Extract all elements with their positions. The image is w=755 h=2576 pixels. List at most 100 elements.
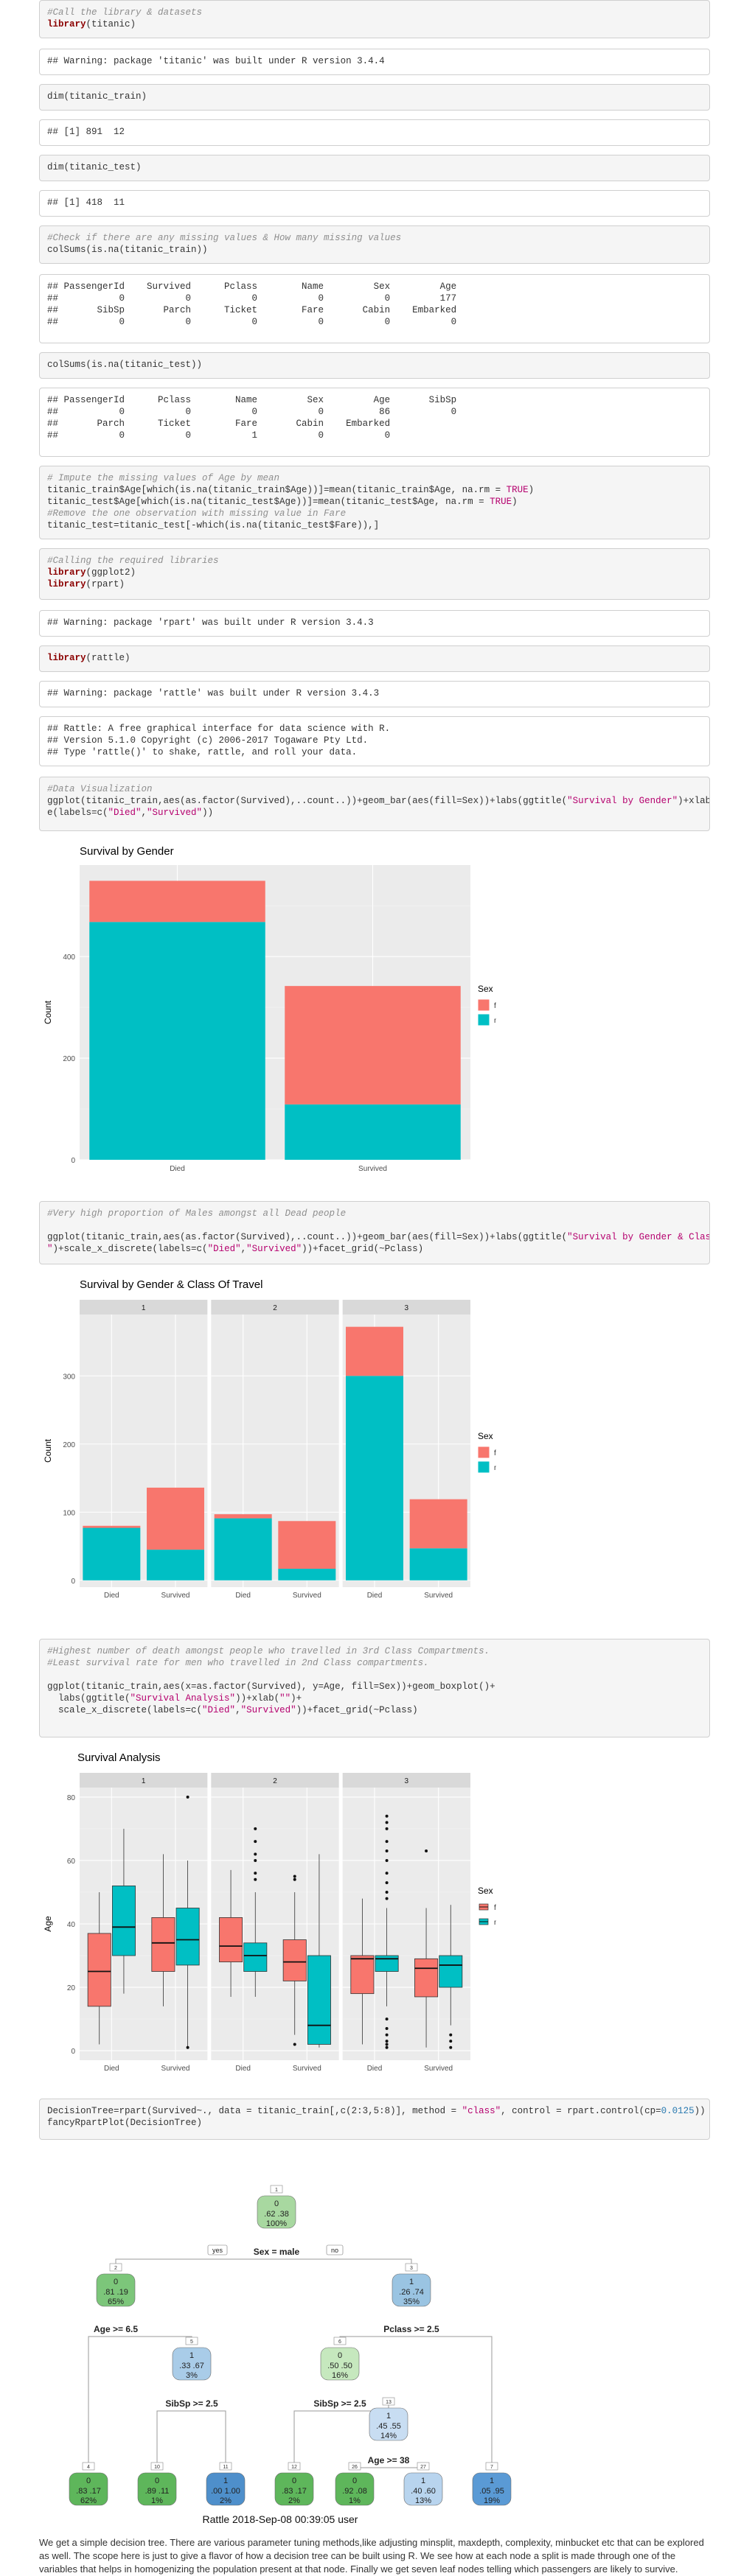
code-token: , bbox=[141, 808, 147, 818]
code-token: fancyRpartPlot(DecisionTree) bbox=[47, 2118, 203, 2128]
code-token: ## PassengerId Pclass Name Sex Age SibSp bbox=[47, 395, 457, 405]
code-token: # Impute the missing values of Age by me… bbox=[47, 473, 280, 483]
code-line: ## 0 0 0 0 0 0 bbox=[47, 316, 702, 328]
node-number-box bbox=[382, 2397, 395, 2406]
x-tick-label: Died bbox=[367, 2065, 383, 2073]
output-cell: ## [1] 891 12 bbox=[39, 119, 710, 146]
box-outlier bbox=[254, 1877, 257, 1881]
yes-badge bbox=[207, 2244, 228, 2255]
x-tick-label: Survived bbox=[293, 1592, 321, 1600]
code-token: "Survival by Gender & Class Of Travel" bbox=[567, 1232, 709, 1242]
code-token: library bbox=[47, 579, 86, 589]
code-token: ) bbox=[512, 497, 518, 507]
code-line: fancyRpartPlot(DecisionTree) bbox=[47, 2117, 702, 2129]
output-cell: ## PassengerId Survived Pclass Name Sex … bbox=[39, 274, 710, 343]
node-class: 0 bbox=[155, 2477, 159, 2485]
box-male bbox=[307, 1955, 331, 2045]
box-male bbox=[439, 1955, 463, 1988]
node-percent: 62% bbox=[80, 2496, 97, 2505]
node-number: 7 bbox=[490, 2465, 493, 2470]
y-tick-label: 20 bbox=[67, 1984, 76, 1992]
code-line: ## Parch Ticket Fare Cabin Embarked bbox=[47, 418, 702, 430]
box-outlier bbox=[385, 1821, 389, 1824]
code-cell: #Highest number of death amongst people … bbox=[39, 1639, 710, 1737]
tree-edge bbox=[411, 2336, 493, 2470]
bar-female-1-Survived bbox=[147, 1487, 204, 1550]
y-axis-label: Count bbox=[43, 1000, 53, 1024]
y-tick-label: 200 bbox=[63, 1055, 75, 1063]
bar-male-2-Survived bbox=[278, 1569, 336, 1581]
bar-female-2-Died bbox=[214, 1514, 272, 1519]
tree-node bbox=[392, 2273, 431, 2307]
bar-female-Died bbox=[89, 881, 265, 923]
legend-label-male: male bbox=[494, 1464, 496, 1472]
code-token: (titanic) bbox=[86, 19, 136, 29]
tree-edge bbox=[88, 2336, 116, 2470]
node-percent: 3% bbox=[186, 2371, 198, 2380]
code-line: ## Warning: package 'titanic' was built … bbox=[47, 55, 702, 67]
box-outlier bbox=[449, 2040, 453, 2043]
box-outlier bbox=[385, 2043, 389, 2046]
code-token: )+xlab( bbox=[678, 796, 709, 806]
code-token: ## 0 0 0 0 86 0 bbox=[47, 407, 457, 417]
node-class: 0 bbox=[274, 2199, 279, 2208]
code-token: "class" bbox=[462, 2106, 501, 2116]
code-line: ggplot(titanic_train,aes(as.factor(Survi… bbox=[47, 1231, 709, 1243]
node-number: 3 bbox=[410, 2266, 413, 2271]
code-token: titanic_test$Age[which(is.na(titanic_tes… bbox=[47, 497, 490, 507]
code-line: #Call the library & datasets bbox=[47, 7, 702, 18]
box-outlier bbox=[254, 1840, 257, 1844]
bar-female-1-Died bbox=[83, 1525, 141, 1528]
x-tick-label: Survived bbox=[358, 1165, 387, 1173]
split-label: Pclass >= 2.5 bbox=[383, 2324, 439, 2334]
node-number: 4 bbox=[87, 2465, 90, 2470]
code-line: ## 0 0 1 0 0 bbox=[47, 430, 702, 441]
code-token: ## Warning: package 'titanic' was built … bbox=[47, 56, 385, 66]
code-line: ## 0 0 0 0 86 0 bbox=[47, 406, 702, 418]
node-number-box bbox=[333, 2337, 347, 2345]
tree-node bbox=[320, 2347, 360, 2381]
code-token: #Very high proportion of Males amongst a… bbox=[47, 1208, 347, 1219]
node-probs: .89 .11 bbox=[145, 2487, 170, 2496]
code-token: "Died" bbox=[207, 1244, 241, 1254]
chart-title: Survival Analysis bbox=[77, 1751, 161, 1764]
box-outlier bbox=[254, 1852, 257, 1856]
box-female bbox=[282, 1939, 307, 1981]
code-token: ## Version 5.1.0 Copyright (c) 2006-2017… bbox=[47, 735, 369, 746]
box-outlier bbox=[293, 2043, 296, 2046]
code-cell: #Check if there are any missing values &… bbox=[39, 225, 710, 264]
tree-edge bbox=[116, 2336, 192, 2345]
code-line: ## [1] 418 11 bbox=[47, 197, 702, 209]
code-token: ## [1] 891 12 bbox=[47, 127, 125, 137]
code-token: #Remove the one observation with missing… bbox=[47, 508, 347, 519]
box-male bbox=[111, 1885, 136, 1956]
y-axis-label: Age bbox=[43, 1916, 53, 1932]
code-line: library(rpart) bbox=[47, 578, 702, 590]
x-tick-label: Died bbox=[104, 1592, 119, 1600]
code-line: library(titanic) bbox=[47, 18, 702, 30]
code-token: colSums(is.na(titanic_test)) bbox=[47, 360, 203, 370]
code-token: )+ bbox=[290, 1693, 302, 1704]
legend-swatch-female bbox=[477, 1446, 490, 1459]
code-line: ## PassengerId Survived Pclass Name Sex … bbox=[47, 281, 702, 293]
node-percent: 35% bbox=[403, 2297, 420, 2306]
node-probs: .45 .55 bbox=[376, 2422, 401, 2431]
node-number-box bbox=[348, 2462, 361, 2471]
x-tick-label: Survived bbox=[161, 1592, 190, 1600]
node-probs: .83 .17 bbox=[282, 2487, 307, 2496]
code-line: ")+scale_x_discrete(labels=c("Died","Sur… bbox=[47, 1243, 702, 1255]
code-line: titanic_train$Age[which(is.na(titanic_tr… bbox=[47, 484, 702, 496]
code-token: #Calling the required libraries bbox=[47, 556, 219, 566]
code-line: colSums(is.na(titanic_train)) bbox=[47, 244, 702, 256]
y-tick-label: 40 bbox=[67, 1921, 76, 1929]
legend-label-male: male bbox=[494, 1017, 496, 1025]
node-number: 11 bbox=[223, 2465, 228, 2470]
code-line: titanic_test$Age[which(is.na(titanic_tes… bbox=[47, 496, 702, 508]
node-class: 1 bbox=[189, 2351, 194, 2360]
code-token: ggplot(titanic_train,aes(as.factor(Survi… bbox=[47, 796, 568, 806]
node-percent: 2% bbox=[288, 2496, 300, 2505]
code-token: ))+facet_grid(~Pclass) bbox=[296, 1705, 418, 1715]
node-number-box bbox=[270, 2185, 283, 2194]
y-tick-label: 80 bbox=[67, 1794, 76, 1802]
